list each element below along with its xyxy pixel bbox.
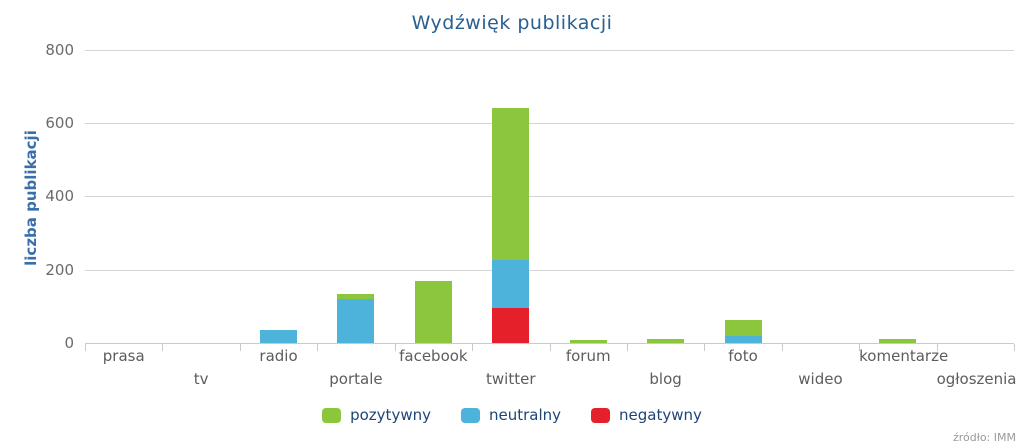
bar-segment-facebook-pozytywny[interactable]: [415, 281, 452, 343]
axis-tick: [85, 344, 86, 351]
plot-area: [85, 50, 1015, 351]
axis-tick: [1014, 344, 1015, 351]
source-note: źródło: IMM: [952, 431, 1016, 444]
axis-tick: [859, 344, 860, 351]
legend-item-neutralny[interactable]: neutralny: [460, 406, 562, 424]
gridline: [85, 270, 1014, 271]
axis-tick: [782, 344, 783, 351]
category-label-foto: foto: [728, 347, 758, 365]
category-label-portale: portale: [329, 370, 383, 388]
category-label-tv: tv: [193, 370, 209, 388]
category-label-ogłoszenia: ogłoszenia: [936, 370, 1017, 388]
gridline: [85, 123, 1014, 124]
bar-segment-foto-neutralny[interactable]: [725, 336, 762, 343]
category-label-prasa: prasa: [102, 347, 145, 365]
axis-tick: [395, 344, 396, 351]
y-tick-label: 0: [64, 334, 74, 352]
bar-segment-twitter-neutralny[interactable]: [492, 260, 529, 308]
axis-tick: [162, 344, 163, 351]
legend-item-negatywny[interactable]: negatywny: [591, 406, 702, 424]
legend-swatch-negatywny: [591, 407, 611, 423]
y-tick-label: 800: [45, 41, 74, 59]
axis-tick: [550, 344, 551, 351]
category-label-blog: blog: [649, 370, 682, 388]
axis-tick: [317, 344, 318, 351]
category-label-radio: radio: [259, 347, 298, 365]
y-axis-tick-labels: 0 200 400 600 800: [0, 41, 74, 352]
gridline: [85, 196, 1014, 197]
chart-title: Wydźwięk publikacji: [411, 12, 613, 34]
bar-segment-blog-pozytywny[interactable]: [647, 339, 684, 343]
axis-tick: [472, 344, 473, 351]
x-axis-category-labels: prasa tv radio portale facebook twitter forum b…: [85, 343, 1017, 395]
axis-tick: [627, 344, 628, 351]
legend-label: pozytywny: [350, 406, 431, 424]
y-tick-label: 200: [45, 261, 74, 279]
legend-item-pozytywny[interactable]: pozytywny: [322, 406, 431, 424]
legend: pozytywny neutralny negatywny: [0, 406, 1024, 424]
gridline: [85, 50, 1014, 51]
bar-segment-forum-pozytywny[interactable]: [570, 340, 607, 343]
legend-swatch-pozytywny: [322, 407, 342, 423]
category-label-facebook: facebook: [399, 347, 468, 365]
bar-segment-radio-neutralny[interactable]: [260, 330, 297, 343]
category-label-komentarze: komentarze: [859, 347, 949, 365]
bar-segment-foto-pozytywny[interactable]: [725, 320, 762, 336]
category-label-forum: forum: [565, 347, 611, 365]
bar-segment-portale-neutralny[interactable]: [337, 299, 374, 343]
legend-swatch-neutralny: [460, 407, 480, 423]
bar-segment-twitter-negatywny[interactable]: [492, 308, 529, 343]
axis-tick: [937, 344, 938, 351]
y-tick-label: 400: [45, 187, 74, 205]
legend-label: neutralny: [488, 406, 562, 424]
category-label-twitter: twitter: [486, 370, 536, 388]
category-label-wideo: wideo: [798, 370, 843, 388]
bar-segment-komentarze-pozytywny[interactable]: [879, 339, 916, 343]
y-tick-label: 600: [45, 114, 74, 132]
axis-tick: [240, 344, 241, 351]
bar-segment-twitter-pozytywny[interactable]: [492, 108, 529, 260]
legend-label: negatywny: [619, 406, 702, 424]
axis-tick: [704, 344, 705, 351]
bar-segment-portale-pozytywny[interactable]: [337, 294, 374, 299]
